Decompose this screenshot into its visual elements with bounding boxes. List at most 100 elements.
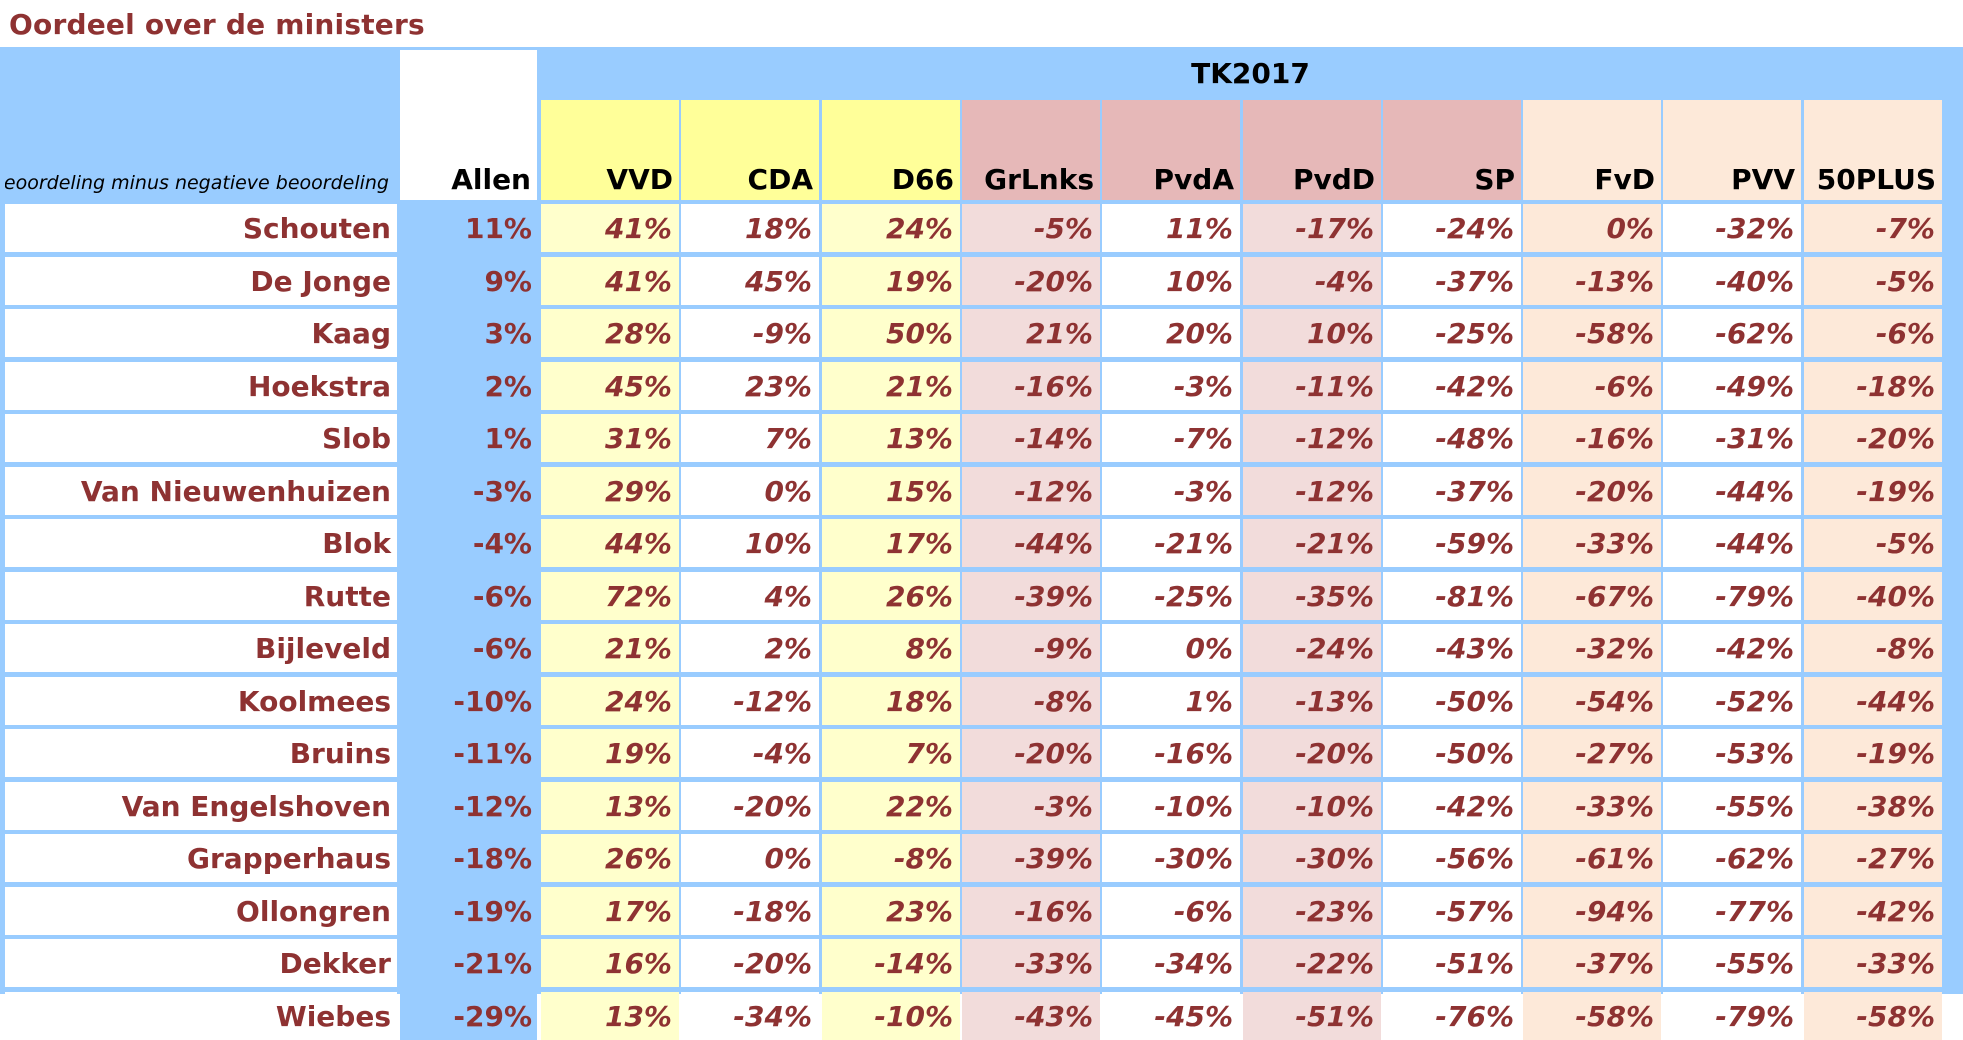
cell-value-pvda: 20% — [1102, 309, 1240, 357]
cell-value-sp: -56% — [1383, 834, 1521, 882]
row-minister-name: Schouten — [5, 204, 397, 252]
cell-value-pvdd: -4% — [1243, 257, 1381, 305]
cell-value-d66: -8% — [822, 834, 960, 882]
cell-value-pvdd: -13% — [1243, 677, 1381, 725]
cell-value-d66: 21% — [822, 362, 960, 410]
cell-value-cda: 2% — [681, 624, 819, 672]
cell-value-d66: 18% — [822, 677, 960, 725]
row-allen-value: 3% — [400, 309, 537, 357]
cell-value-d66: 23% — [822, 887, 960, 935]
cell-value-50plus: -7% — [1804, 204, 1942, 252]
party-label: CDA — [747, 163, 813, 196]
cell-value-pvda: -30% — [1102, 834, 1240, 882]
cell-value-fvd: -16% — [1523, 414, 1661, 462]
cell-value-vvd: 26% — [541, 834, 679, 882]
cell-value-pvdd: -11% — [1243, 362, 1381, 410]
cell-value-cda: 0% — [681, 467, 819, 515]
cell-value-grlnks: -43% — [962, 992, 1100, 1040]
cell-value-sp: -42% — [1383, 782, 1521, 830]
cell-value-pvv: -44% — [1663, 467, 1801, 515]
cell-value-pvda: -45% — [1102, 992, 1240, 1040]
cell-value-grlnks: -39% — [962, 572, 1100, 620]
row-allen-value: -4% — [400, 519, 537, 567]
cell-value-sp: -76% — [1383, 992, 1521, 1040]
cell-value-fvd: -58% — [1523, 992, 1661, 1040]
cell-value-d66: 50% — [822, 309, 960, 357]
cell-value-grlnks: -12% — [962, 467, 1100, 515]
cell-value-50plus: -8% — [1804, 624, 1942, 672]
ministers-table: Positieve beoordeling minus negatieve be… — [0, 47, 1963, 1040]
row-allen-value: -6% — [400, 572, 537, 620]
cell-value-pvv: -62% — [1663, 834, 1801, 882]
cell-value-50plus: -5% — [1804, 257, 1942, 305]
cell-value-pvda: -21% — [1102, 519, 1240, 567]
cell-value-pvdd: -20% — [1243, 729, 1381, 777]
cell-value-vvd: 24% — [541, 677, 679, 725]
party-label: PVV — [1731, 163, 1795, 196]
cell-value-cda: 0% — [681, 834, 819, 882]
cell-value-cda: 18% — [681, 204, 819, 252]
row-minister-name: Bijleveld — [5, 624, 397, 672]
group-header-tk2017: TK2017 — [541, 50, 1960, 96]
cell-value-pvda: -25% — [1102, 572, 1240, 620]
cell-value-cda: 23% — [681, 362, 819, 410]
cell-value-grlnks: -20% — [962, 729, 1100, 777]
cell-value-grlnks: -5% — [962, 204, 1100, 252]
group-label: TK2017 — [1191, 56, 1310, 90]
cell-value-sp: -81% — [1383, 572, 1521, 620]
cell-value-sp: -51% — [1383, 939, 1521, 987]
cell-value-fvd: -13% — [1523, 257, 1661, 305]
cell-value-vvd: 31% — [541, 414, 679, 462]
cell-value-grlnks: -3% — [962, 782, 1100, 830]
cell-value-sp: -25% — [1383, 309, 1521, 357]
cell-value-50plus: -40% — [1804, 572, 1942, 620]
column-header-pvv: PVV — [1663, 100, 1801, 200]
cell-value-grlnks: -39% — [962, 834, 1100, 882]
cell-value-pvv: -55% — [1663, 939, 1801, 987]
cell-value-fvd: -67% — [1523, 572, 1661, 620]
cell-value-vvd: 72% — [541, 572, 679, 620]
cell-value-pvv: -62% — [1663, 309, 1801, 357]
cell-value-pvv: -52% — [1663, 677, 1801, 725]
cell-value-d66: 13% — [822, 414, 960, 462]
party-label: PvdD — [1292, 163, 1375, 196]
row-minister-name: Grapperhaus — [5, 834, 397, 882]
cell-value-d66: 19% — [822, 257, 960, 305]
cell-value-pvdd: -30% — [1243, 834, 1381, 882]
cell-value-sp: -50% — [1383, 677, 1521, 725]
row-minister-name: Blok — [5, 519, 397, 567]
cell-value-pvv: -32% — [1663, 204, 1801, 252]
row-minister-name: Kaag — [5, 309, 397, 357]
cell-value-fvd: -33% — [1523, 519, 1661, 567]
cell-value-cda: -9% — [681, 309, 819, 357]
cell-value-sp: -59% — [1383, 519, 1521, 567]
cell-value-pvda: -3% — [1102, 467, 1240, 515]
cell-value-grlnks: -9% — [962, 624, 1100, 672]
cell-value-d66: 8% — [822, 624, 960, 672]
cell-value-pvv: -55% — [1663, 782, 1801, 830]
cell-value-pvdd: -12% — [1243, 467, 1381, 515]
cell-value-50plus: -58% — [1804, 992, 1942, 1040]
row-minister-name: Bruins — [5, 729, 397, 777]
cell-value-pvda: -16% — [1102, 729, 1240, 777]
cell-value-fvd: -54% — [1523, 677, 1661, 725]
cell-value-grlnks: -16% — [962, 362, 1100, 410]
cell-value-vvd: 13% — [541, 992, 679, 1040]
cell-value-pvv: -44% — [1663, 519, 1801, 567]
cell-value-fvd: -58% — [1523, 309, 1661, 357]
row-minister-name: Van Engelshoven — [5, 782, 397, 830]
row-minister-name: Ollongren — [5, 887, 397, 935]
cell-value-grlnks: -8% — [962, 677, 1100, 725]
cell-value-vvd: 41% — [541, 204, 679, 252]
party-label: GrLnks — [984, 163, 1094, 196]
cell-value-vvd: 45% — [541, 362, 679, 410]
column-header-50plus: 50PLUS — [1804, 100, 1942, 200]
cell-value-pvv: -31% — [1663, 414, 1801, 462]
table-description: Positieve beoordeling minus negatieve be… — [5, 98, 397, 200]
cell-value-pvv: -42% — [1663, 624, 1801, 672]
cell-value-grlnks: 21% — [962, 309, 1100, 357]
column-header-grlnks: GrLnks — [962, 100, 1100, 200]
cell-value-fvd: -33% — [1523, 782, 1661, 830]
cell-value-grlnks: -16% — [962, 887, 1100, 935]
column-header-cda: CDA — [681, 100, 819, 200]
